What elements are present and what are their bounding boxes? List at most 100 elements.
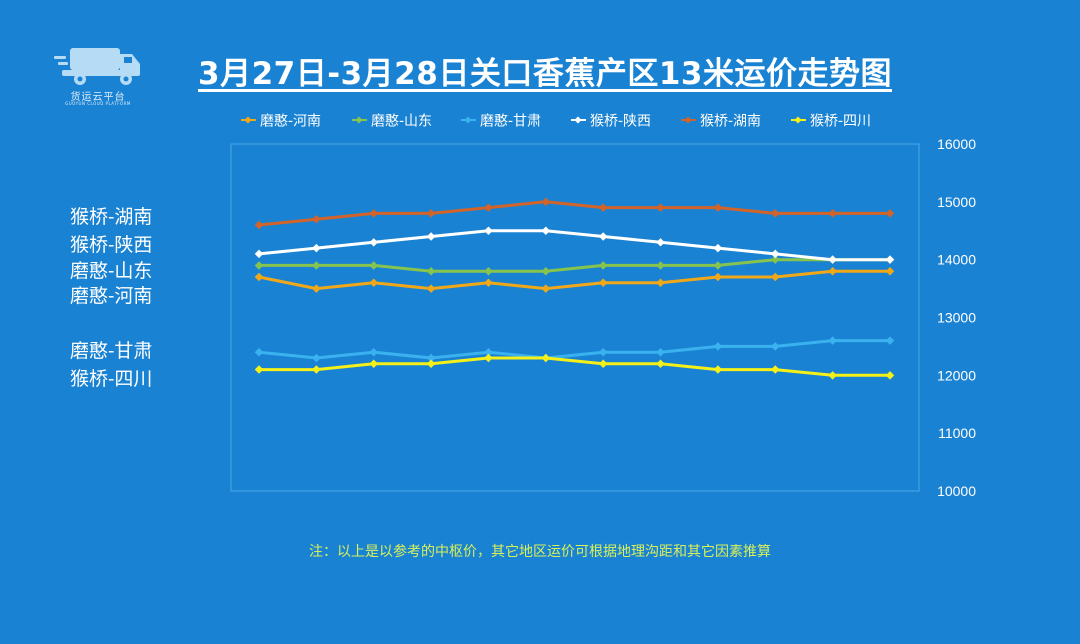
series: [254, 197, 895, 230]
legend-item: 猴桥-湖南: [681, 114, 761, 130]
legend-swatch-marker: [464, 116, 472, 124]
logo-name: 货运云平台: [70, 92, 126, 103]
legend-label: 猴桥-湖南: [700, 114, 761, 130]
legend-label: 猴桥-陕西: [590, 114, 651, 130]
side-label: 猴桥-陕西: [70, 234, 153, 256]
series-line: [257, 269, 892, 291]
plot-area: [230, 143, 920, 492]
data-point: [541, 353, 551, 363]
data-point: [713, 342, 723, 351]
y-tick-label: 13000: [937, 310, 976, 326]
y-axis: 10000 11000 12000 13000 14000 15000 16000: [937, 136, 976, 499]
data-point: [541, 197, 551, 207]
data-point: [598, 359, 608, 369]
series: [254, 255, 895, 276]
legend-item: 猴桥-四川: [791, 114, 871, 130]
data-point: [369, 261, 378, 270]
legend-label: 猴桥-四川: [810, 114, 871, 130]
data-point: [312, 353, 321, 363]
data-point: [598, 347, 608, 357]
data-point: [713, 203, 723, 212]
data-point: [713, 272, 723, 282]
series-line: [257, 356, 892, 377]
data-point: [254, 249, 264, 259]
series-group: [254, 197, 895, 380]
legend-swatch-marker: [574, 116, 582, 124]
y-tick-label: 14000: [937, 252, 976, 268]
data-point: [312, 365, 321, 374]
data-point: [713, 243, 723, 253]
data-point: [656, 359, 665, 369]
data-point: [254, 365, 264, 374]
data-point: [885, 371, 895, 380]
logo-subtitle: GUOYUN CLOUD PLATFORM: [65, 101, 131, 106]
legend-label: 磨憨-山东: [371, 114, 432, 130]
data-point: [771, 209, 780, 218]
data-point: [771, 342, 780, 351]
data-point: [828, 371, 837, 380]
y-tick-label: 12000: [937, 367, 976, 383]
legend-item: 磨憨-山东: [352, 114, 432, 130]
series-line: [257, 200, 892, 227]
data-point: [484, 347, 493, 357]
data-point: [598, 278, 608, 288]
data-point: [885, 336, 895, 345]
data-point: [598, 203, 608, 212]
legend-swatch-marker: [355, 116, 363, 124]
data-point: [771, 365, 780, 374]
data-point: [484, 226, 493, 235]
data-point: [828, 266, 837, 276]
side-label: 磨憨-山东: [70, 260, 153, 282]
data-point: [484, 353, 493, 363]
legend-swatch-marker: [684, 116, 692, 124]
data-point: [426, 266, 436, 276]
data-point: [656, 347, 665, 357]
series: [254, 336, 895, 363]
series-line: [257, 258, 892, 273]
truck-icon: [54, 48, 140, 85]
side-label: 磨憨-甘肃: [70, 340, 153, 362]
data-point: [369, 347, 378, 357]
data-point: [885, 255, 895, 264]
legend-item: 磨憨-河南: [241, 114, 321, 130]
y-tick-label: 16000: [937, 136, 976, 152]
data-point: [771, 272, 780, 282]
data-point: [484, 278, 493, 288]
side-label: 磨憨-河南: [70, 285, 153, 307]
data-point: [312, 214, 321, 224]
data-point: [426, 209, 436, 218]
series-line: [257, 339, 892, 360]
side-label: 猴桥-四川: [70, 368, 153, 390]
data-point: [771, 249, 780, 259]
legend-item: 磨憨-甘肃: [461, 114, 541, 130]
data-point: [484, 266, 493, 276]
side-label: 猴桥-湖南: [70, 206, 153, 228]
logo: 货运云平台 GUOYUN CLOUD PLATFORM: [52, 44, 144, 108]
data-point: [656, 203, 665, 212]
data-point: [426, 359, 436, 369]
data-point: [656, 261, 665, 270]
data-point: [541, 266, 551, 276]
data-point: [713, 261, 723, 270]
data-point: [885, 266, 895, 276]
data-point: [771, 255, 780, 264]
data-point: [484, 203, 493, 212]
data-point: [254, 347, 264, 357]
y-tick-label: 15000: [937, 194, 976, 210]
legend-label: 磨憨-甘肃: [480, 114, 541, 130]
data-point: [598, 232, 608, 241]
data-point: [369, 209, 378, 218]
data-point: [885, 209, 895, 218]
data-point: [312, 284, 321, 293]
data-point: [254, 272, 264, 282]
data-point: [541, 226, 551, 235]
footnote: 注：以上是以参考的中枢价，其它地区运价可根据地理沟距和其它因素推算: [309, 544, 771, 560]
legend-item: 猴桥-陕西: [571, 114, 651, 130]
data-point: [541, 284, 551, 293]
data-point: [656, 278, 665, 288]
data-point: [598, 261, 608, 270]
data-point: [828, 255, 837, 264]
legend: 磨憨-河南 磨憨-山东 磨憨-甘肃 猴桥-陕西 猴桥-湖南 猴桥-四川: [241, 114, 871, 130]
data-point: [254, 261, 264, 270]
